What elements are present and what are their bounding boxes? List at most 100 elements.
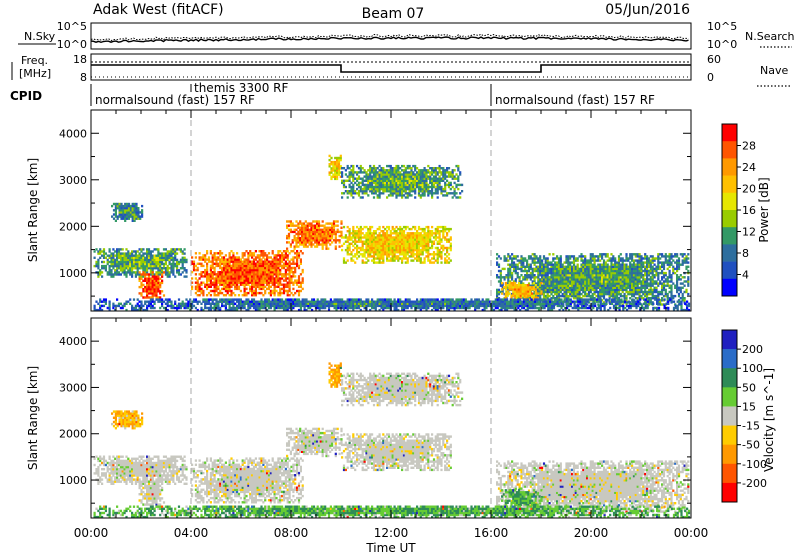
power-echo-cell <box>119 262 122 266</box>
power-echo-cell <box>348 192 351 195</box>
power-echo-cell <box>329 237 332 240</box>
power-echo-cell <box>258 254 261 257</box>
power-echo-cell <box>380 187 383 191</box>
power-echo-cell <box>423 169 426 172</box>
power-echo-cell <box>228 279 231 282</box>
power-echo-cell <box>610 294 613 298</box>
power-echo-cell <box>275 285 278 288</box>
power-echo-cell <box>389 257 392 260</box>
power-echo-cell <box>376 236 379 239</box>
power-echo-cell <box>299 239 302 242</box>
power-echo-cell <box>386 251 389 254</box>
power-echo-cell <box>559 259 562 262</box>
power-echo-cell <box>116 248 119 251</box>
power-echo-cell <box>629 263 632 266</box>
power-echo-cell <box>593 278 596 281</box>
power-echo-cell <box>625 301 628 304</box>
power-echo-cell <box>344 236 347 239</box>
power-echo-cell <box>316 220 319 223</box>
power-echo-cell <box>537 280 540 283</box>
power-echo-cell <box>273 289 276 293</box>
power-echo-cell <box>542 278 546 281</box>
power-echo-cell <box>336 160 339 164</box>
power-echo-cell <box>258 277 261 280</box>
power-echo-cell <box>397 257 400 260</box>
power-echo-cell <box>631 278 634 281</box>
power-echo-cell <box>352 230 355 233</box>
power-echo-cell <box>365 183 368 187</box>
power-echo-cell <box>457 164 460 168</box>
power-echo-cell <box>132 267 136 270</box>
power-echo-cell <box>610 261 613 264</box>
power-echo-cell <box>541 267 544 271</box>
power-echo-cell <box>137 207 140 210</box>
power-echo-cell <box>247 262 250 265</box>
power-echo-cell <box>286 268 289 272</box>
power-echo-cell <box>151 296 154 299</box>
power-echo-cell <box>497 297 501 300</box>
power-echo-cell <box>586 267 589 271</box>
power-echo-cell <box>271 252 274 255</box>
power-echo-cell <box>382 261 385 264</box>
power-echo-cell <box>249 262 252 265</box>
power-echo-cell <box>567 280 570 283</box>
power-echo-cell <box>327 228 330 231</box>
power-echo-cell <box>306 222 309 225</box>
power-echo-cell <box>401 177 404 180</box>
power-echo-cell <box>264 266 267 270</box>
power-echo-cell <box>608 280 611 283</box>
power-echo-cell <box>243 287 246 291</box>
power-echo-cell <box>384 242 387 245</box>
power-echo-cell <box>387 259 391 262</box>
power-echo-cell <box>337 171 341 174</box>
power-echo-cell <box>266 260 269 263</box>
power-echo-cell <box>219 262 222 265</box>
power-echo-cell <box>406 196 409 199</box>
power-echo-cell <box>331 226 334 229</box>
power-echo-cell <box>114 204 117 208</box>
power-echo-cell <box>571 261 574 264</box>
cpid-mode-3: normalsound (fast) 157 RF <box>495 93 655 107</box>
power-echo-cell <box>350 259 353 262</box>
power-echo-cell <box>133 211 136 214</box>
power-echo-cell <box>376 190 379 193</box>
power-echo-cell <box>282 266 286 270</box>
power-echo-cell <box>142 267 145 270</box>
power-echo-cell <box>239 258 242 261</box>
power-echo-cell <box>569 288 572 292</box>
power-echo-cell <box>295 239 298 242</box>
power-echo-cell <box>304 243 307 246</box>
power-echo-cell <box>273 268 276 272</box>
power-echo-cell <box>226 291 229 295</box>
power-echo-cell <box>112 254 115 257</box>
power-echo-cell <box>374 232 377 235</box>
power-echo-cell <box>327 230 330 234</box>
power-echo-cell <box>252 258 256 261</box>
power-echo-cell <box>529 263 532 266</box>
power-echo-cell <box>286 294 289 297</box>
power-echo-cell <box>640 274 643 277</box>
power-echo-cell <box>647 290 651 294</box>
power-echo-cell <box>497 292 501 296</box>
power-echo-cell <box>271 279 274 282</box>
power-echo-cell <box>526 263 529 266</box>
power-echo-cell <box>423 246 426 250</box>
power-echo-cell <box>352 171 355 174</box>
power-echo-cell <box>601 292 604 296</box>
power-echo-cell <box>251 287 254 291</box>
power-echo-cell <box>617 263 621 266</box>
power-echo-cell <box>350 232 353 235</box>
power-echo-cell <box>245 268 248 272</box>
power-echo-cell <box>114 207 117 210</box>
power-echo-cell <box>382 238 385 241</box>
power-echo-cell <box>369 246 372 250</box>
power-echo-cell <box>554 282 557 285</box>
power-echo-cell <box>336 167 339 170</box>
power-echo-cell <box>391 183 394 187</box>
power-echo-cell <box>599 263 602 266</box>
power-echo-cell <box>371 244 374 248</box>
power-echo-cell <box>140 256 143 259</box>
power-echo-cell <box>356 179 359 182</box>
power-echo-cell <box>601 288 604 292</box>
power-echo-cell <box>399 232 402 235</box>
